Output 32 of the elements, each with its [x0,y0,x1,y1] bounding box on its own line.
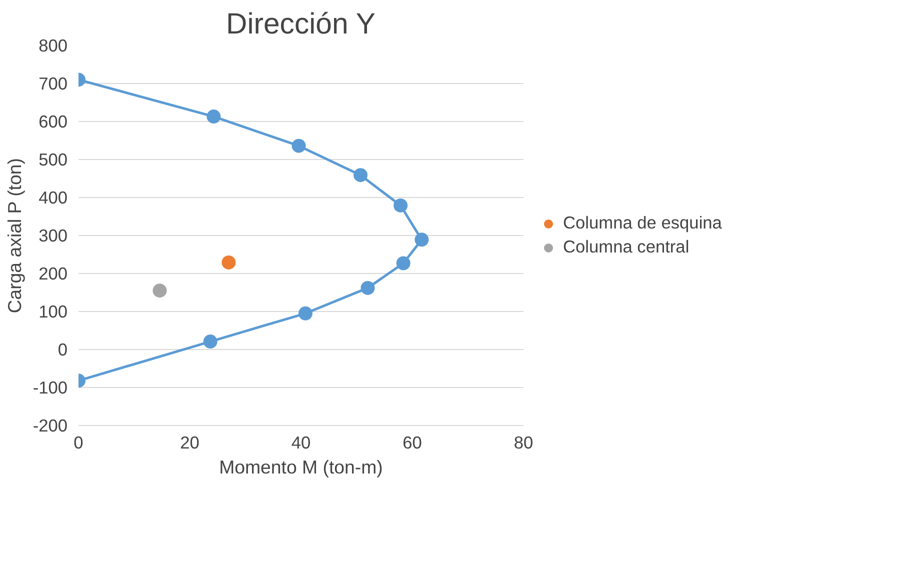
y-tick-label: 700 [38,74,68,94]
x-tick-label: 40 [291,432,311,452]
y-tick-label: 200 [38,264,68,284]
chart-title: Dirección Y [226,8,376,40]
point [292,138,306,153]
x-tick-label: 80 [514,432,534,452]
y-tick-label: 800 [38,36,68,56]
legend-label: Columna central [563,236,690,258]
point [414,232,429,247]
x-tick-label: 0 [74,432,84,452]
y-tick-label: 300 [38,226,68,246]
point [354,168,368,182]
point [222,255,236,270]
y-tick-label: 600 [38,112,68,132]
point [206,110,221,124]
point [394,198,408,212]
y-tick-label: 100 [38,302,68,322]
y-tick-label: -200 [32,416,68,436]
point [203,334,218,349]
point [298,306,312,320]
y-tick-label: -100 [32,378,68,398]
x-tick-label: 20 [180,432,200,452]
point [152,284,167,298]
x-axis-title: Momento M (ton-m) [219,456,383,478]
x-tick-label: 60 [402,432,422,452]
y-tick-label: 400 [38,188,68,208]
point [396,256,410,270]
legend-label: Columna de esquina [563,212,722,234]
y-tick-label: 500 [38,150,68,170]
point [360,280,375,295]
y-tick-label: 0 [58,340,68,360]
y-axis-title: Carga axial P (ton) [4,158,25,314]
